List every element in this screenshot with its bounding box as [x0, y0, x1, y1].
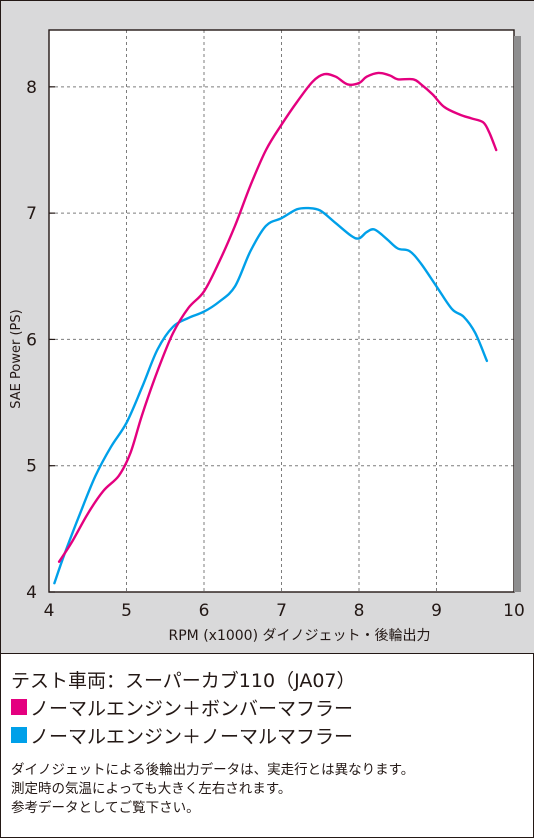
chart-area: 4 5 6 7 8 4 5 6 7 8 9 10 RPM (x1000) ダイノジェット・後輪出力 SAE…	[1, 1, 534, 654]
note-line-1: ダイノジェットによる後輪出力データは、実走行とは異なります。	[11, 762, 415, 778]
legend-label-bomber: ノーマルエンジン＋ボンバーマフラー	[30, 697, 354, 720]
x-tick-label-7: 7	[276, 601, 287, 621]
y-tick-label-5: 5	[26, 457, 37, 477]
legend-label-normal: ノーマルエンジン＋ノーマルマフラー	[30, 725, 354, 748]
x-tick-label-5: 5	[121, 601, 132, 621]
note-line-3: 参考データとしてご覧下さい。	[11, 800, 200, 816]
power-chart: 4 5 6 7 8 4 5 6 7 8 9 10 RPM (x1000) ダイノジェット・後輪出力 SAE…	[9, 29, 525, 644]
note-line-2: 測定時の気温によっても大きく左右されます。	[11, 781, 292, 797]
y-tick-label-7: 7	[26, 204, 37, 224]
y-tick-label-4: 4	[26, 583, 37, 603]
legend-entry-normal: ノーマルエンジン＋ノーマルマフラー	[11, 721, 529, 749]
x-tick-label-8: 8	[354, 601, 365, 621]
x-axis-title: RPM (x1000) ダイノジェット・後輪出力	[169, 627, 431, 644]
legend-swatch-bomber	[11, 699, 27, 715]
legend-entry-bomber: ノーマルエンジン＋ボンバーマフラー	[11, 693, 529, 721]
x-tick-label-10: 10	[503, 601, 525, 621]
series-line-normal	[53, 206, 489, 585]
series-line-bomber	[57, 71, 498, 563]
disclaimer-notes: ダイノジェットによる後輪出力データは、実走行とは異なります。 測定時の気温によっ…	[11, 761, 529, 818]
info-panel: テスト車両：スーパーカブ110（JA07） ノーマルエンジン＋ボンバーマフラー …	[11, 665, 529, 818]
plot-shadow-right	[514, 36, 521, 592]
y-axis-title: SAE Power (PS)	[9, 309, 24, 408]
x-tick-label-9: 9	[431, 601, 442, 621]
test-vehicle-label: テスト車両：スーパーカブ110（JA07）	[11, 669, 356, 692]
legend-swatch-normal	[11, 727, 27, 743]
y-tick-label-6: 6	[26, 330, 37, 350]
x-tick-label-6: 6	[199, 601, 210, 621]
x-tick-label-4: 4	[44, 601, 55, 621]
y-tick-label-8: 8	[26, 78, 37, 98]
